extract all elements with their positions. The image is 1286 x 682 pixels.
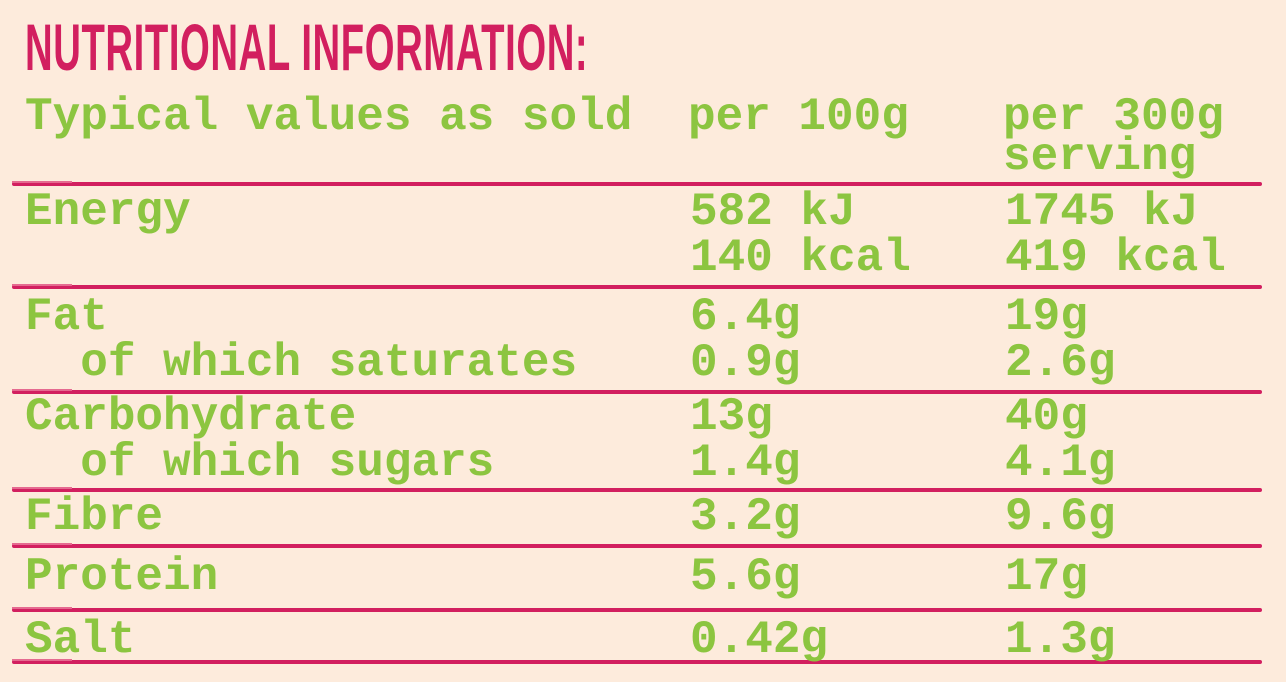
value-per-100g: 0.9g: [690, 337, 801, 389]
value-per-serving: 1745 kJ: [1005, 186, 1199, 238]
page-title: NUTRITIONAL INFORMATION:: [25, 10, 589, 84]
value-per-100g: 140 kcal: [690, 232, 911, 284]
value-per-serving: 19g: [1005, 291, 1088, 343]
value-per-serving: 419 kcal: [1005, 232, 1226, 284]
nutrient-label: of which saturates: [25, 337, 578, 389]
nutrient-label: Salt: [25, 614, 136, 666]
row-divider: [12, 607, 1262, 612]
header-label: Typical values as sold: [25, 91, 633, 143]
value-per-100g: 13g: [690, 391, 773, 443]
nutrient-label: Fibre: [25, 491, 164, 543]
nutrient-label: Carbohydrate: [25, 391, 357, 443]
value-per-100g: 5.6g: [690, 551, 801, 603]
header-per-100g: per 100g: [688, 91, 909, 143]
value-per-100g: 0.42g: [690, 614, 829, 666]
value-per-100g: 582 kJ: [690, 186, 856, 238]
value-per-100g: 6.4g: [690, 291, 801, 343]
header-per-serving: per 300g: [1003, 91, 1224, 143]
value-per-100g: 1.4g: [690, 437, 801, 489]
value-per-serving: 17g: [1005, 551, 1088, 603]
nutrient-label: of which sugars: [25, 437, 495, 489]
row-divider: [12, 659, 1262, 664]
value-per-100g: 3.2g: [690, 491, 801, 543]
header-per-serving-2: serving: [1003, 131, 1197, 183]
row-divider: [12, 389, 1262, 394]
value-per-serving: 9.6g: [1005, 491, 1116, 543]
nutrient-label: Fat: [25, 291, 108, 343]
value-per-serving: 40g: [1005, 391, 1088, 443]
nutrient-label: Protein: [25, 551, 219, 603]
nutrient-label: Energy: [25, 186, 191, 238]
value-per-serving: 4.1g: [1005, 437, 1116, 489]
row-divider: [12, 181, 1262, 186]
row-divider: [12, 487, 1262, 492]
value-per-serving: 1.3g: [1005, 614, 1116, 666]
row-divider: [12, 543, 1262, 548]
row-divider: [12, 284, 1262, 289]
value-per-serving: 2.6g: [1005, 337, 1116, 389]
